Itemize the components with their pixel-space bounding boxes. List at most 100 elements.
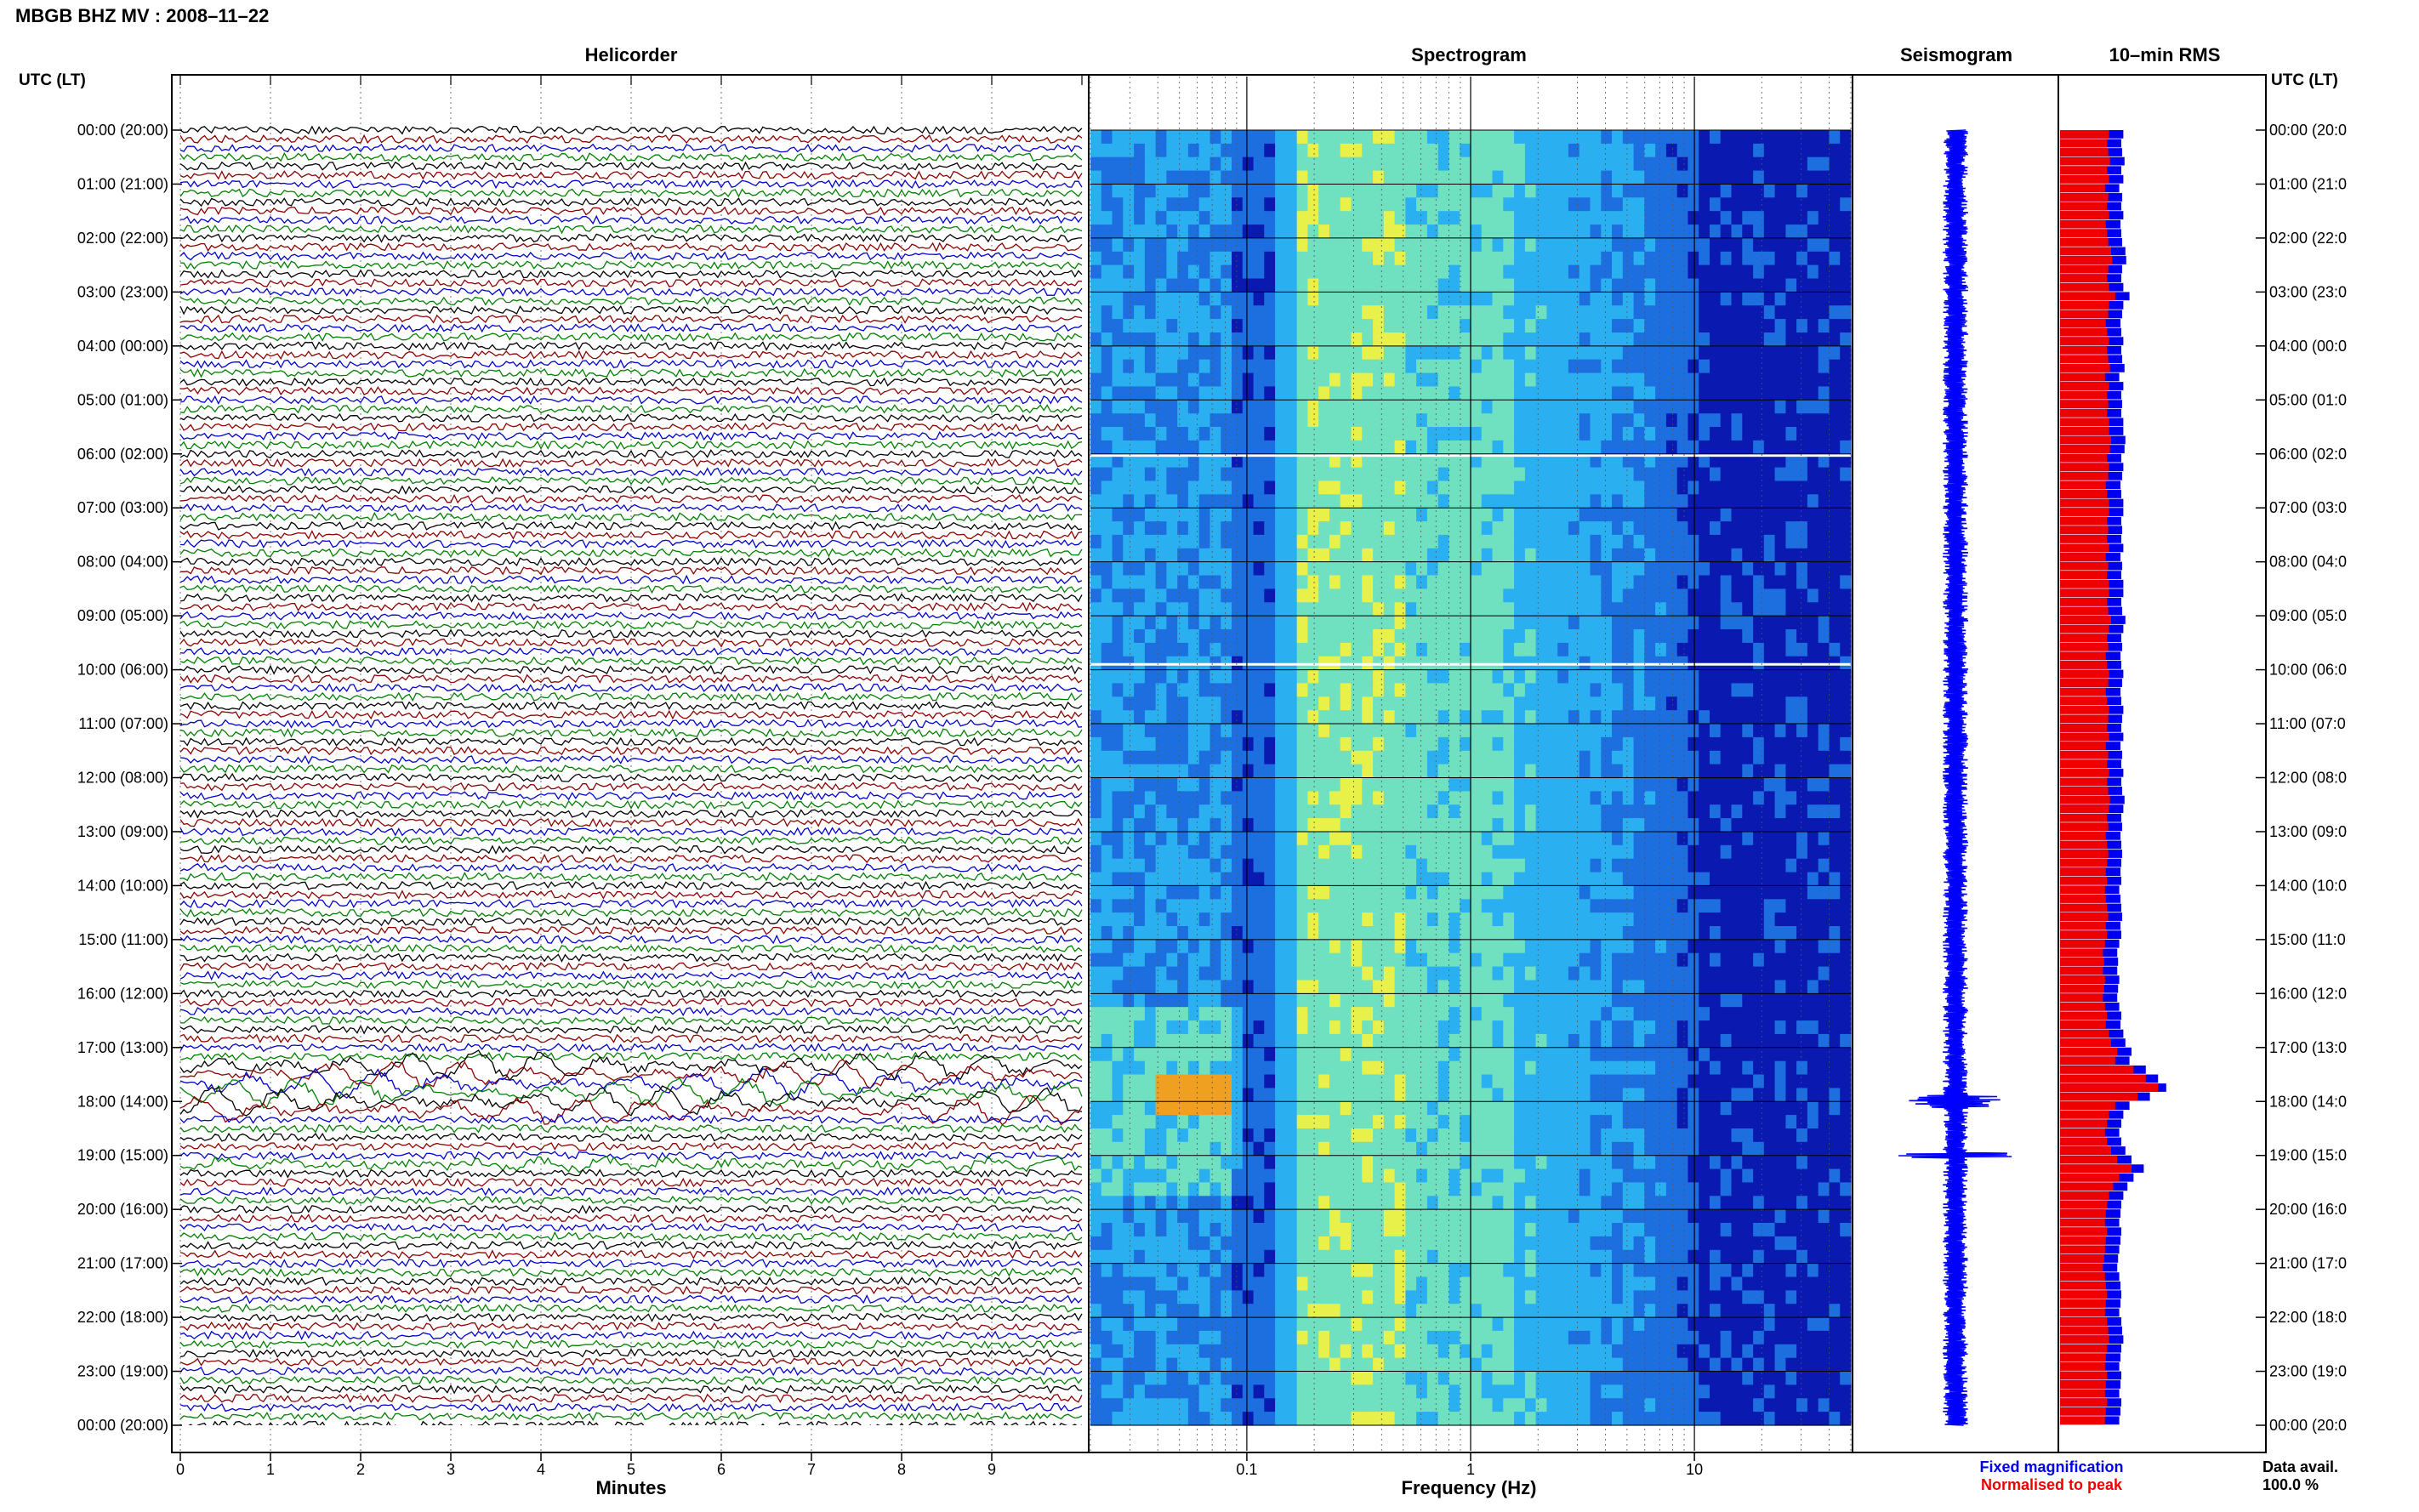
spectrogram-cell — [1774, 359, 1786, 374]
spectrogram-cell — [1383, 1007, 1396, 1021]
spectrogram-cell — [1296, 1020, 1309, 1035]
spectrogram-cell — [1318, 1074, 1330, 1089]
spectrogram-cell — [1742, 696, 1754, 711]
spectrogram-cell — [1405, 372, 1417, 388]
spectrogram-cell — [1221, 372, 1232, 388]
spectrogram-cell — [1612, 1047, 1624, 1062]
spectrogram-cell — [1753, 508, 1765, 522]
spectrogram-cell — [1210, 1020, 1221, 1035]
spectrogram-cell — [1166, 791, 1178, 805]
spectrogram-cell — [1373, 184, 1385, 198]
spectrogram-cell — [1720, 777, 1733, 792]
spectrogram-cell — [1774, 1060, 1786, 1076]
spectrogram-cell — [1796, 818, 1808, 833]
spectrogram-cell — [1134, 386, 1146, 401]
spectrogram-cell — [1720, 980, 1733, 994]
spectrogram-cell — [1676, 683, 1689, 697]
spectrogram-cell — [1688, 561, 1699, 577]
spectrogram-cell — [1731, 575, 1743, 589]
spectrogram-cell — [1785, 818, 1797, 833]
spectrogram-cell — [1460, 521, 1471, 536]
spectrogram-cell — [1285, 292, 1298, 306]
spectrogram-cell — [1557, 724, 1569, 738]
spectrogram-cell — [1503, 534, 1515, 549]
spectrogram-cell — [1155, 804, 1167, 819]
spectrogram-cell — [1264, 993, 1276, 1008]
spectrogram-cell — [1264, 818, 1276, 833]
spectrogram-cell — [1460, 386, 1471, 401]
spectrogram-cell — [1318, 912, 1330, 927]
spectrogram-cell — [1275, 575, 1287, 589]
spectrogram-cell — [1166, 1074, 1178, 1089]
spectrogram-cell — [1492, 130, 1504, 145]
spectrogram-cell — [1166, 939, 1178, 954]
spectrogram-cell — [1210, 237, 1221, 253]
spectrogram-cell — [1568, 225, 1580, 239]
spectrogram-cell — [1112, 858, 1124, 873]
spectrogram-cell — [1753, 319, 1765, 333]
spectrogram-cell — [1557, 345, 1569, 361]
spectrogram-cell — [1187, 642, 1200, 657]
spectrogram-cell — [1307, 777, 1319, 792]
spectrogram-cell — [1405, 130, 1417, 145]
spectrogram-cell — [1221, 832, 1232, 846]
spectrogram-cell — [1590, 1047, 1602, 1062]
spectrogram-cell — [1437, 616, 1450, 630]
spectrogram-cell — [1123, 899, 1135, 913]
spectrogram-cell — [1242, 939, 1255, 954]
spectrogram-cell — [1514, 143, 1526, 158]
spectrogram-cell — [1221, 980, 1232, 994]
spectrogram-cell — [1264, 750, 1276, 765]
spectrogram-cell — [1503, 966, 1515, 981]
spectrogram-cell — [1318, 386, 1330, 401]
spectrogram-cell — [1210, 952, 1221, 968]
spectrogram-cell — [1546, 683, 1558, 697]
spectrogram-cell — [1198, 427, 1211, 441]
spectrogram-cell — [1481, 696, 1494, 711]
spectrogram-cell — [1449, 184, 1460, 198]
spectrogram-cell — [1329, 170, 1341, 185]
spectrogram-cell — [1763, 750, 1776, 765]
spectrogram-cell — [1633, 333, 1645, 347]
spectrogram-cell — [1460, 251, 1471, 266]
spectrogram-cell — [1351, 980, 1363, 994]
spectrogram-cell — [1622, 440, 1635, 455]
spectrogram-cell — [1590, 521, 1602, 536]
spectrogram-cell — [1253, 629, 1265, 644]
spectrogram-cell — [1612, 926, 1624, 941]
spectrogram-cell — [1264, 858, 1276, 873]
spectrogram-cell — [1351, 413, 1363, 428]
spectrogram-cell — [1426, 926, 1439, 941]
spectrogram-cell — [1579, 548, 1591, 563]
spectrogram-cell — [1460, 372, 1471, 388]
spectrogram-cell — [1090, 237, 1102, 253]
spectrogram-cell — [1644, 710, 1656, 725]
spectrogram-cell — [1296, 319, 1309, 333]
spectrogram-cell — [1807, 858, 1819, 873]
spectrogram-cell — [1644, 440, 1656, 455]
spectrogram-cell — [1665, 966, 1678, 981]
spectrogram-cell — [1285, 804, 1298, 819]
spectrogram-cell — [1753, 777, 1765, 792]
spectrogram-cell — [1264, 724, 1276, 738]
spectrogram-cell — [1503, 832, 1515, 846]
spectrogram-cell — [1742, 400, 1754, 414]
spectrogram-cell — [1514, 1020, 1526, 1035]
spectrogram-cell — [1546, 345, 1558, 361]
spectrogram-cell — [1449, 764, 1460, 779]
spectrogram-cell — [1253, 899, 1265, 913]
spectrogram-cell — [1829, 264, 1841, 280]
spectrogram-cell — [1492, 575, 1504, 589]
spectrogram-cell — [1242, 858, 1255, 873]
spectrogram-cell — [1492, 372, 1504, 388]
spectrogram-cell — [1232, 764, 1244, 779]
spectrogram-cell — [1612, 575, 1624, 589]
spectrogram-cell — [1710, 885, 1722, 900]
right-time-header: UTC (LT) — [2271, 71, 2338, 89]
spectrogram-cell — [1601, 832, 1613, 846]
spectrogram-cell — [1166, 251, 1178, 266]
spectrogram-cell — [1655, 844, 1667, 860]
spectrogram-cell — [1633, 359, 1645, 374]
spectrogram-cell — [1351, 926, 1363, 941]
spectrogram-cell — [1416, 642, 1428, 657]
